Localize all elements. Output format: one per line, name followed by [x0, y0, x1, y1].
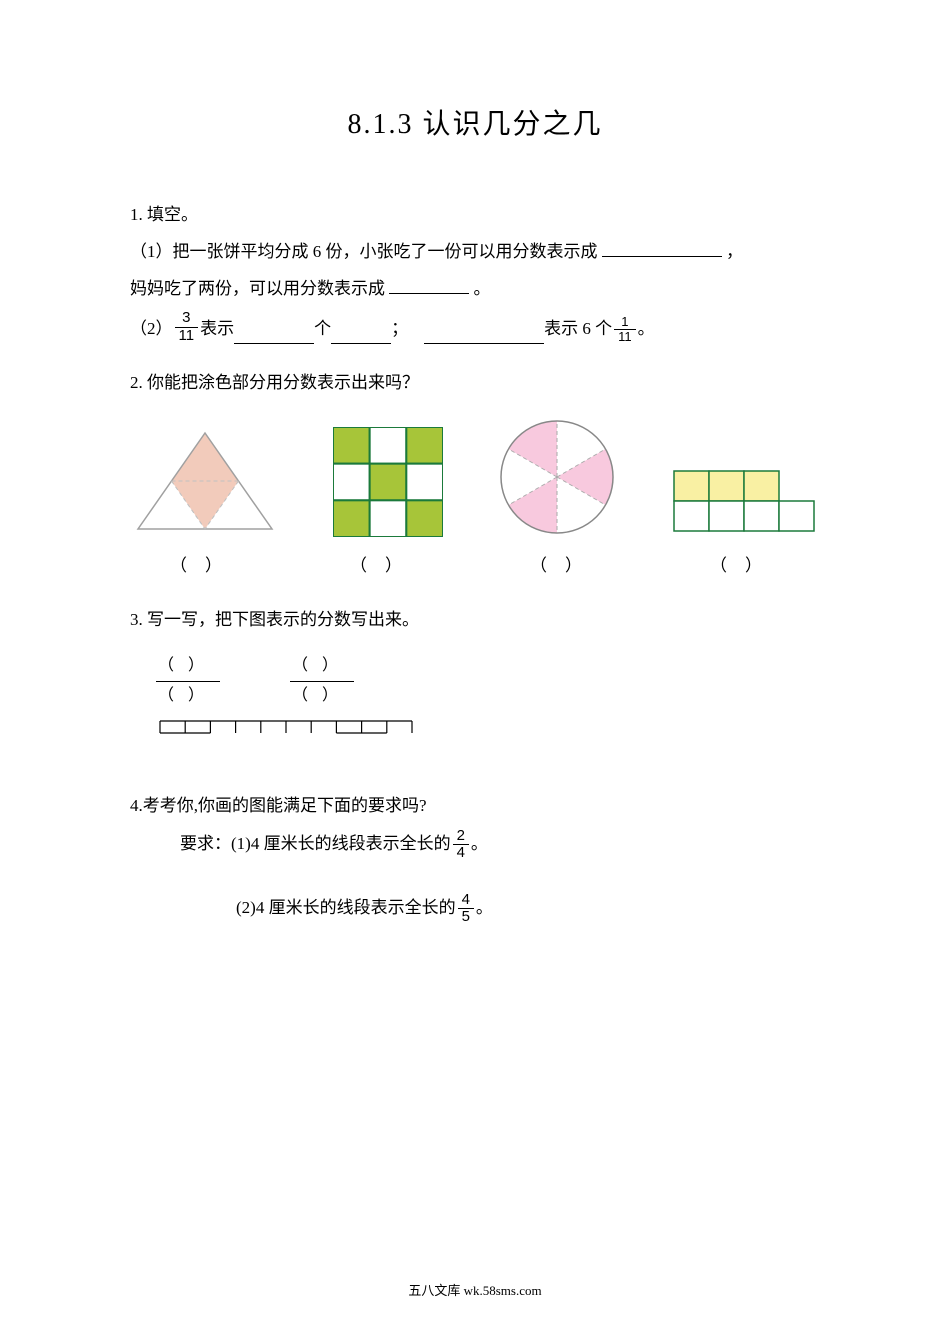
q3-label: 3. 写一写，把下图表示的分数写出来。	[130, 605, 820, 636]
fraction-numerator: 4	[458, 892, 474, 910]
q1-sub1-b: ，	[726, 242, 743, 261]
blank-field	[424, 325, 544, 344]
fraction-denominator: 11	[614, 330, 636, 344]
fraction: 3 11	[175, 310, 199, 344]
paren-blank: （）	[490, 551, 640, 582]
paren-blank: （）	[310, 551, 460, 582]
number-line-icon	[156, 715, 416, 741]
paren-row: （） （） （） （）	[130, 551, 820, 582]
question-4: 4.考考你,你画的图能满足下面的要求吗? 要求：(1)4 厘米长的线段表示全长的…	[130, 791, 820, 926]
figure-circle	[497, 417, 617, 537]
circle-icon	[497, 417, 617, 537]
q1-sub2-a: （2）	[130, 314, 173, 345]
fraction-denominator: 11	[175, 328, 199, 345]
fraction-numerator: 2	[453, 828, 469, 846]
fraction-numerator: 3	[175, 310, 199, 328]
q4-req2-b: 。	[476, 893, 493, 924]
q1-label: 1. 填空。	[130, 200, 820, 231]
paren-blank: （）	[670, 551, 820, 582]
q4-req1: 要求：(1)4 厘米长的线段表示全长的 2 4 。	[180, 828, 820, 862]
question-3: 3. 写一写，把下图表示的分数写出来。 （） （） （） （）	[130, 605, 820, 751]
question-1: 1. 填空。 （1）把一张饼平均分成 6 份，小张吃了一份可以用分数表示成 ， …	[130, 200, 820, 344]
q1-sub1-line2: 妈妈吃了两份，可以用分数表示成 。	[130, 274, 820, 305]
q4-req1-a: 要求：(1)4 厘米长的线段表示全长的	[180, 829, 451, 860]
q1-sub2: （2） 3 11 表示 个 ； 表示 6 个 1 11 。	[130, 310, 820, 344]
figure-grid	[333, 427, 443, 537]
q4-req2: (2)4 厘米长的线段表示全长的 4 5 。	[236, 892, 820, 926]
fraction-denominator: 5	[458, 909, 474, 926]
fraction: 2 4	[453, 828, 469, 862]
fraction: 1 11	[614, 315, 636, 345]
blank-field	[389, 275, 469, 294]
paren-frac-num: （）	[290, 652, 354, 682]
page-footer: 五八文库 wk.58sms.com	[0, 1279, 950, 1302]
paren-fraction: （） （）	[290, 652, 354, 711]
page-title: 8.1.3 认识几分之几	[130, 100, 820, 150]
q1-sub1-a: （1）把一张饼平均分成 6 份，小张吃了一份可以用分数表示成	[130, 242, 598, 261]
q3-frac-row: （） （） （） （）	[156, 652, 820, 711]
paren-fraction: （） （）	[156, 652, 220, 711]
paren-frac-den: （）	[156, 682, 220, 711]
q1-sub1-line1: （1）把一张饼平均分成 6 份，小张吃了一份可以用分数表示成 ，	[130, 237, 820, 268]
q1-sub1-d: 。	[474, 279, 491, 298]
fraction-denominator: 4	[453, 845, 469, 862]
q1-sub1-c: 妈妈吃了两份，可以用分数表示成	[130, 279, 385, 298]
q4-req2-a: (2)4 厘米长的线段表示全长的	[236, 893, 456, 924]
q2-label: 2. 你能把涂色部分用分数表示出来吗？	[130, 368, 820, 399]
paren-blank: （）	[130, 551, 280, 582]
figures-row	[130, 417, 820, 537]
grid-icon	[333, 427, 443, 537]
triangle-icon	[130, 427, 280, 537]
fraction: 4 5	[458, 892, 474, 926]
q1-sub2-f: 。	[638, 314, 655, 345]
q1-sub2-d: ；	[391, 314, 408, 345]
q4-req1-b: 。	[471, 829, 488, 860]
figure-rects	[670, 467, 820, 537]
question-2: 2. 你能把涂色部分用分数表示出来吗？ （） （） （） （）	[130, 368, 820, 581]
paren-frac-num: （）	[156, 652, 220, 682]
q4-label: 4.考考你,你画的图能满足下面的要求吗?	[130, 791, 820, 822]
fraction-numerator: 1	[614, 315, 636, 330]
blank-field	[602, 238, 722, 257]
blank-field	[234, 325, 314, 344]
paren-frac-den: （）	[290, 682, 354, 711]
rects-icon	[670, 467, 820, 537]
figure-triangle	[130, 427, 280, 537]
blank-field	[331, 325, 391, 344]
q1-sub2-b: 表示	[200, 314, 234, 345]
line-diagram	[156, 715, 820, 752]
q1-sub2-e: 表示 6 个	[544, 314, 612, 345]
q1-sub2-c: 个	[314, 314, 331, 345]
